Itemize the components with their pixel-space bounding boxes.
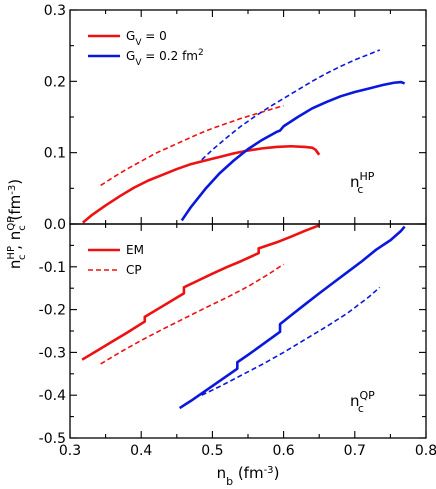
top-panel: 0.0 0.1 0.2 0.3 GV = 0GV = 0.2 fm2 nHP c [44, 3, 427, 233]
bottom-legend: EM CP [88, 243, 144, 277]
top-legend: GV = 0GV = 0.2 fm2 [88, 29, 204, 68]
series-bottom-g-v-0-cp [100, 263, 285, 365]
bottom-panel-frame [69, 223, 427, 439]
x-tick-label: 0.3 [59, 443, 81, 459]
x-axis-title: nb (fm-3) [217, 464, 280, 488]
series-bottom-g-v-0-2-fm2-em [178, 225, 406, 410]
bottom-series-group [81, 224, 406, 410]
y-tick-label-bottom: -0.5 [39, 431, 66, 447]
top-series-group [81, 49, 406, 224]
annotation-n-c-hp: nHP c [350, 170, 375, 196]
y-tick-label-top: 0.0 [44, 217, 66, 233]
annotation-n-c-qp: nQP c [350, 389, 375, 415]
bottom-ticks [69, 223, 427, 439]
y-tick-label-bottom: -0.3 [39, 345, 66, 361]
series-bottom-g-v-0-em [81, 224, 320, 361]
top-tick-labels: 0.0 0.1 0.2 0.3 [44, 3, 66, 233]
bottom-panel: -0.5 -0.4 -0.3 -0.2 -0.1 0.3 0.4 0.5 0.6 0.7 0.8 E… [39, 223, 436, 459]
series-top-g-v-0-cp [100, 104, 284, 187]
series-top-g-v-0-2-fm2-em [180, 80, 406, 222]
y-tick-label-bottom: -0.2 [39, 303, 66, 319]
y-tick-label-top: 0.3 [44, 3, 66, 19]
series-top-g-v-0-2-fm2-cp [201, 49, 381, 161]
x-tick-label: 0.4 [130, 443, 152, 459]
x-tick-label: 0.8 [415, 443, 436, 459]
x-tick-label: 0.5 [201, 443, 223, 459]
x-tick-label: 0.6 [272, 443, 294, 459]
legend-label-2: CP [126, 263, 142, 277]
legend-label-1: EM [126, 243, 144, 257]
series-bottom-g-v-0-2-fm2-cp [201, 286, 381, 396]
x-tick-label: 0.7 [344, 443, 366, 459]
y-tick-label-bottom: -0.1 [39, 260, 66, 276]
legend-label-1: GV = 0 [126, 29, 167, 48]
y-axis-title: nHPc , nQPc (fm-3) [6, 179, 28, 269]
y-tick-label-bottom: -0.4 [39, 388, 66, 404]
series-top-g-v-0-em [81, 144, 321, 224]
y-tick-label-top: 0.1 [44, 146, 66, 162]
bottom-tick-labels: -0.5 -0.4 -0.3 -0.2 -0.1 0.3 0.4 0.5 0.6 0.7 0.8 [39, 260, 436, 459]
y-tick-label-top: 0.2 [44, 74, 66, 90]
legend-label-2: GV = 0.2 fm2 [126, 48, 204, 68]
